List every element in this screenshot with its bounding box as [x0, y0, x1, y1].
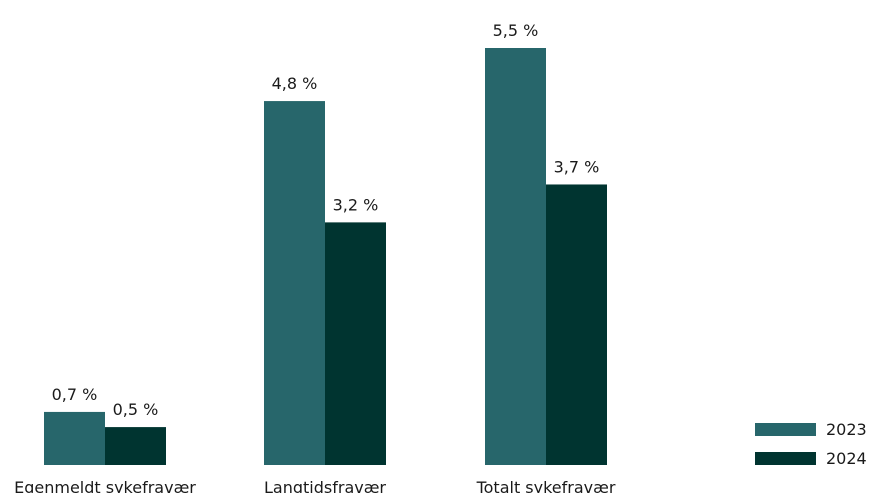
bar-2024-3: [546, 184, 607, 466]
category-label-3: Totalt sykefravær: [476, 478, 616, 493]
legend-item-2023: 2023: [755, 419, 867, 440]
data-label-2023-3: 5,5 %: [493, 21, 539, 40]
data-label-2024-3: 3,7 %: [554, 157, 600, 176]
bar-2023-3: [485, 48, 546, 465]
data-label-2023-2: 4,8 %: [272, 74, 318, 93]
category-label-1: Egenmeldt sykefravær: [14, 478, 196, 493]
legend-label-2024: 2024: [826, 449, 867, 468]
bar-2024-1: [105, 427, 166, 465]
data-label-2023-1: 0,7 %: [52, 385, 98, 404]
category-label-2: Langtidsfravær: [264, 478, 386, 493]
data-label-2024-2: 3,2 %: [333, 195, 379, 214]
legend: 2023 2024: [755, 419, 867, 477]
legend-item-2024: 2024: [755, 448, 867, 469]
data-label-2024-1: 0,5 %: [113, 400, 159, 419]
legend-swatch-2024: [755, 452, 816, 465]
legend-label-2023: 2023: [826, 420, 867, 439]
bar-2023-2: [264, 101, 325, 465]
bar-2024-2: [325, 222, 386, 465]
legend-swatch-2023: [755, 423, 816, 436]
bar-2023-1: [44, 411, 105, 465]
